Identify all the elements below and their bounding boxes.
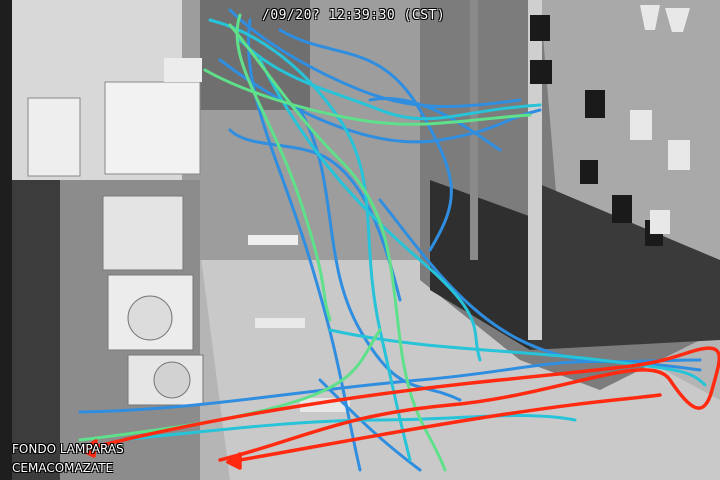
product-box — [27, 97, 81, 177]
trail-arrowhead — [80, 439, 98, 458]
product-box — [164, 58, 202, 82]
product-box — [102, 195, 184, 271]
green-motion-trails — [78, 13, 532, 472]
shelf-post — [528, 0, 542, 340]
trail — [228, 23, 447, 472]
lamp — [612, 195, 632, 223]
lamp — [530, 15, 550, 41]
shelf-post-2 — [470, 0, 478, 260]
floor-reflection — [248, 235, 298, 245]
left-border — [0, 0, 12, 480]
floor-reflection — [255, 318, 305, 328]
lamp — [640, 5, 660, 30]
white-lamps — [630, 5, 690, 234]
trail — [78, 328, 382, 442]
trail — [208, 18, 412, 462]
red-motion-trails — [80, 346, 720, 470]
trail — [118, 414, 577, 442]
trail — [228, 128, 402, 302]
product-box — [104, 81, 201, 175]
trail — [235, 13, 332, 322]
lamp — [630, 110, 652, 140]
dark-counter — [530, 180, 720, 350]
cyan-motion-trails — [118, 18, 707, 462]
trail — [318, 378, 422, 472]
camera-location-label: FONDO LAMPARAS CEMACOMAZATE — [12, 440, 124, 478]
trail — [278, 28, 453, 252]
location-line-2: CEMACOMAZATE — [12, 461, 114, 475]
wall-lamps — [530, 15, 663, 246]
trail — [226, 393, 662, 464]
lamp — [668, 140, 690, 170]
trail — [80, 346, 720, 462]
lamp — [530, 60, 552, 84]
camera-timestamp: /09/20? 12:39:30 (CST) — [262, 8, 446, 23]
trail — [238, 38, 542, 121]
trail — [203, 68, 532, 126]
fan-product — [127, 295, 173, 341]
trail — [228, 8, 522, 109]
fan-product — [153, 361, 191, 399]
trail — [78, 359, 702, 414]
trail — [368, 97, 502, 152]
lamp — [585, 90, 605, 118]
trail-arrowhead — [226, 452, 242, 470]
location-line-1: FONDO LAMPARAS — [12, 442, 124, 456]
dark-cabinet — [430, 180, 540, 350]
lamp — [580, 160, 598, 184]
lamp — [650, 210, 670, 234]
lamp — [665, 8, 690, 32]
trail — [258, 58, 482, 362]
